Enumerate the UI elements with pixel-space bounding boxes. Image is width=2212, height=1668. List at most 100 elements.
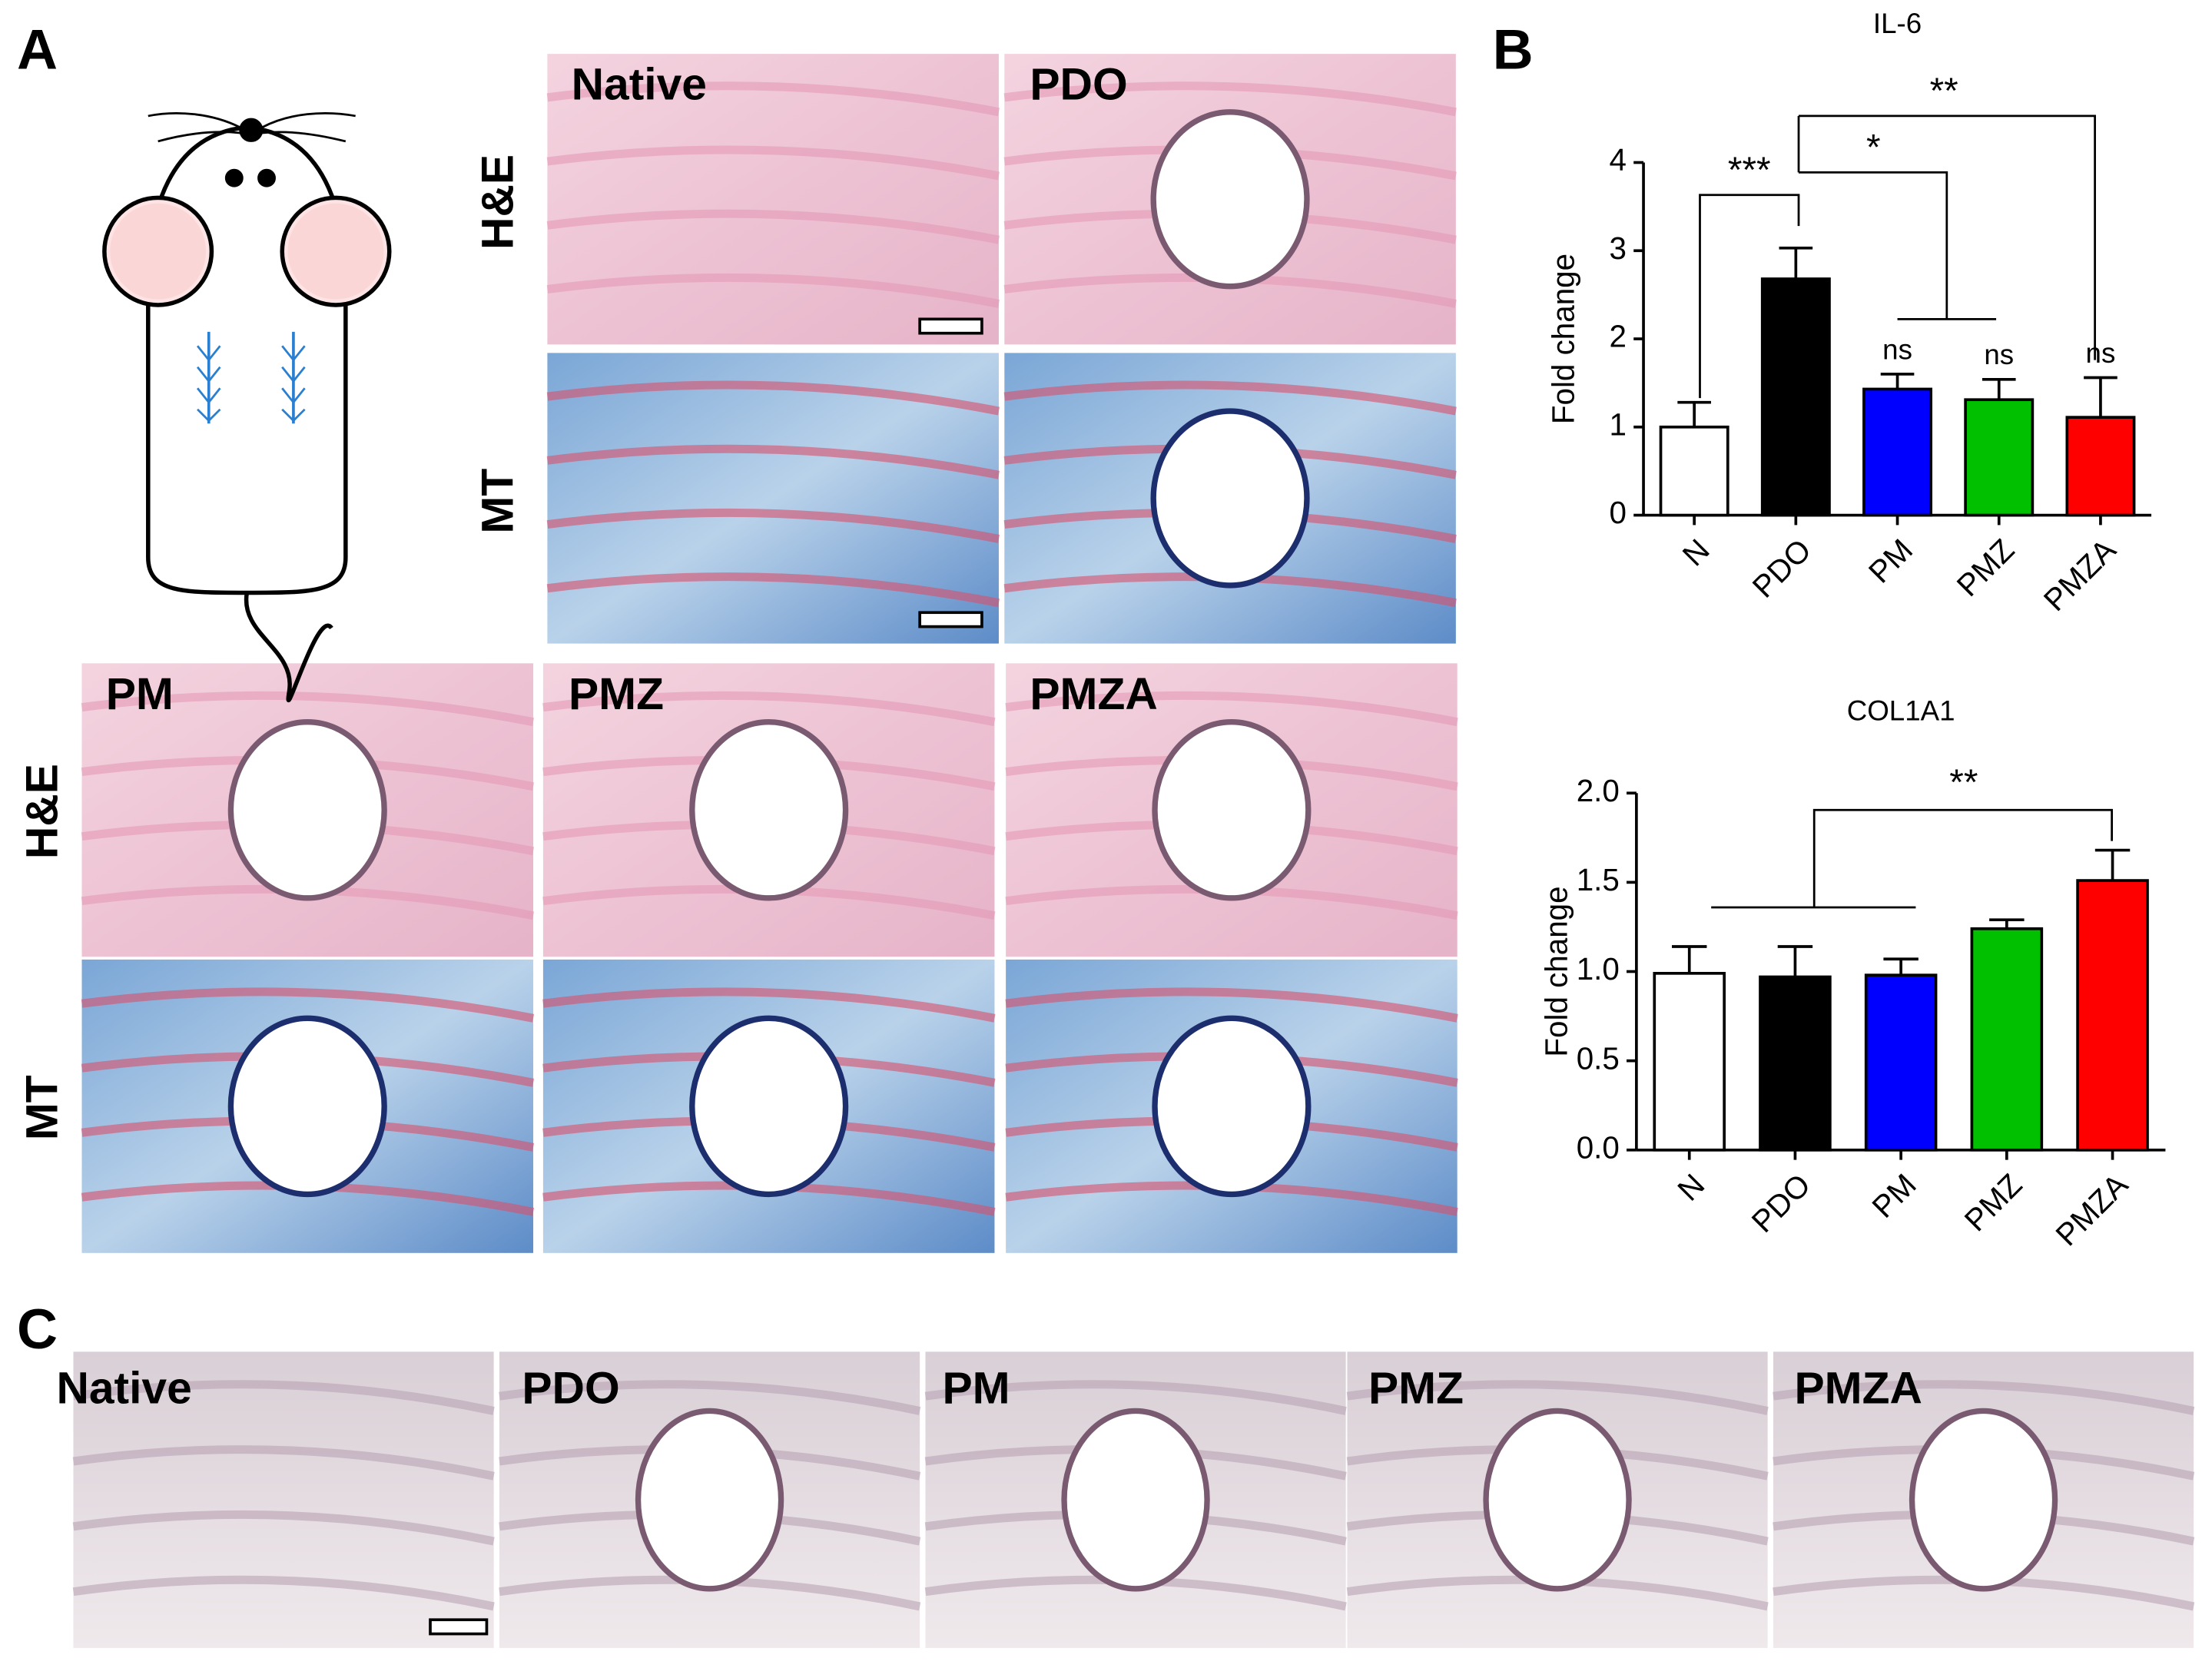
mouse-illustration (102, 112, 392, 702)
significance-label: ns (1984, 339, 2014, 370)
tissue-band (546, 444, 1000, 479)
significance-bracket (1799, 171, 1997, 320)
image-label: PMZA (1030, 669, 1157, 719)
y-tick-label: 1.0 (1577, 951, 1620, 987)
chart-title: IL-6 (1873, 8, 1922, 39)
image-label: PDO (1030, 60, 1127, 110)
tissue-band (546, 572, 1000, 608)
significance-label: ** (1949, 762, 1978, 803)
y-tick-label: 1 (1610, 406, 1627, 442)
tissue-band (72, 1380, 495, 1415)
x-tick-label: PM (1865, 1167, 1922, 1225)
image-label: H&E (17, 764, 67, 859)
scale-bar (918, 317, 983, 335)
histology-image (81, 959, 535, 1253)
image-label: MT (17, 1075, 67, 1140)
tissue-band (546, 380, 1000, 416)
histology-image (499, 1351, 921, 1648)
histology-image (1346, 1351, 1769, 1648)
y-tick-label: 0.0 (1577, 1129, 1620, 1165)
bar (1653, 972, 1726, 1152)
histology-image (546, 353, 1000, 644)
y-tick-label: 2 (1610, 319, 1627, 354)
panel-label: C (17, 1298, 58, 1361)
tissue-band (72, 1575, 495, 1611)
significance-label: ** (1930, 71, 1958, 111)
x-tick-label: PDO (1745, 1167, 1817, 1239)
bar (2065, 416, 2136, 517)
significance-bracket (1797, 114, 2096, 360)
tissue-band (81, 691, 535, 727)
suture-void (1150, 109, 1310, 290)
x-tick-label: PMZA (2048, 1167, 2134, 1253)
x-tick-label: N (1670, 1167, 1711, 1208)
tissue-band (924, 1380, 1347, 1415)
image-label: PDO (522, 1363, 619, 1413)
significance-bracket (1699, 194, 1800, 399)
x-tick-label: N (1676, 532, 1716, 572)
histology-image (1003, 54, 1457, 345)
histology-image (1005, 663, 1458, 957)
y-tick-label: 1.5 (1577, 862, 1620, 897)
suture-void (1483, 1408, 1632, 1592)
histology-image (542, 959, 996, 1253)
tissue-band (546, 145, 1000, 181)
image-label: Native (56, 1363, 191, 1413)
histology-image (542, 663, 996, 957)
tissue-band (1773, 1380, 2195, 1415)
histology-images (72, 54, 2195, 1648)
histology-image (1773, 1351, 2195, 1648)
bar (1759, 975, 1832, 1152)
tissue-band (1003, 81, 1457, 117)
histology-image (546, 54, 1000, 345)
suture-void (227, 719, 387, 901)
significance-label: *** (1728, 150, 1771, 191)
bar (1970, 927, 2044, 1152)
tissue-band (81, 987, 535, 1023)
bar (1760, 277, 1831, 517)
panel-label: B (1493, 18, 1534, 81)
suture-void (1061, 1408, 1210, 1592)
histology-image (1003, 353, 1457, 644)
image-label: PMZA (1795, 1363, 1922, 1413)
significance-label: ns (1882, 333, 1912, 365)
suture-void (635, 1408, 784, 1592)
tissue-band (1005, 987, 1458, 1023)
x-tick-label: PMZ (1950, 532, 2021, 603)
chart-title: COL1A1 (1847, 695, 1955, 726)
bar-chart: COL1A1 Fold change 0.0 0.5 1.0 1.5 2.0 N PDO PM PM… (1539, 695, 2166, 1252)
tissue-band (546, 81, 1000, 117)
tissue-band (546, 508, 1000, 543)
image-label: PM (106, 669, 174, 719)
suture-void (1152, 1015, 1312, 1198)
x-tick-label: PMZA (2037, 532, 2123, 618)
tissue-band (1005, 691, 1458, 727)
bar (1964, 398, 2035, 517)
y-tick-label: 0.5 (1577, 1040, 1620, 1076)
image-label: H&E (473, 154, 522, 250)
suture-void (689, 1015, 849, 1198)
suture-void (1150, 408, 1310, 589)
y-tick-label: 4 (1610, 142, 1627, 177)
image-label: Native (572, 60, 707, 110)
significance-label: * (1866, 128, 1881, 168)
bar (1862, 387, 1933, 517)
tissue-band (542, 987, 996, 1023)
tissue-band (546, 273, 1000, 308)
image-label: PM (943, 1363, 1010, 1413)
significance-bracket (1711, 808, 2114, 909)
histology-image (924, 1351, 1347, 1648)
suture-void (1909, 1408, 2058, 1592)
y-axis-label: Fold change (1546, 254, 1581, 424)
tissue-band (546, 209, 1000, 244)
scale-bar (429, 1618, 489, 1636)
image-label: PMZ (1368, 1363, 1464, 1413)
image-label: PMZ (569, 669, 664, 719)
x-tick-label: PDO (1746, 532, 1818, 604)
suture-void (689, 719, 849, 901)
significance-label: ns (2086, 337, 2116, 369)
tissue-band (1003, 380, 1457, 416)
tissue-band (72, 1510, 495, 1546)
